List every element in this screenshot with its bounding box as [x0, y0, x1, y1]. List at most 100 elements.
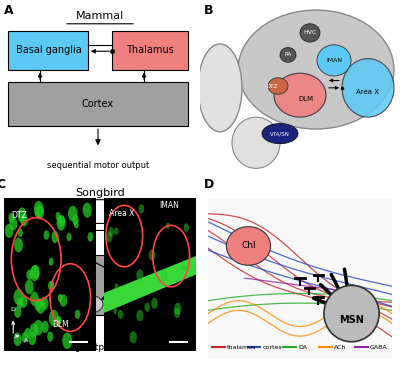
- Text: DLM: DLM: [298, 96, 314, 102]
- Circle shape: [52, 231, 59, 243]
- Circle shape: [66, 233, 72, 241]
- Ellipse shape: [342, 59, 394, 117]
- Text: lMAN: lMAN: [159, 201, 179, 210]
- Circle shape: [44, 230, 49, 240]
- Circle shape: [36, 298, 45, 314]
- Circle shape: [106, 232, 112, 243]
- Circle shape: [35, 205, 44, 219]
- Circle shape: [136, 269, 144, 281]
- Circle shape: [68, 206, 78, 222]
- Circle shape: [10, 217, 17, 231]
- Circle shape: [30, 291, 39, 306]
- Circle shape: [113, 308, 117, 314]
- Circle shape: [56, 316, 61, 324]
- Text: Area X: Area X: [356, 89, 380, 94]
- Circle shape: [48, 281, 54, 291]
- Text: VTA/SN: VTA/SN: [270, 131, 290, 136]
- Text: GABA: GABA: [370, 345, 388, 350]
- Text: A: A: [24, 338, 28, 343]
- Circle shape: [34, 320, 43, 336]
- Circle shape: [174, 308, 180, 318]
- Circle shape: [20, 214, 28, 227]
- Text: Basal ganglia: Basal ganglia: [16, 45, 82, 55]
- Text: lMAN: lMAN: [326, 58, 342, 63]
- Circle shape: [50, 281, 54, 288]
- Text: Thalamus: Thalamus: [126, 45, 174, 55]
- Ellipse shape: [280, 48, 296, 62]
- Text: Mammal: Mammal: [76, 11, 124, 21]
- Circle shape: [31, 265, 40, 279]
- Circle shape: [56, 216, 66, 231]
- Text: thalamus: thalamus: [226, 345, 256, 350]
- Circle shape: [144, 302, 150, 312]
- FancyBboxPatch shape: [8, 31, 88, 70]
- Text: D: D: [204, 178, 214, 191]
- Text: DTZ: DTZ: [266, 83, 278, 89]
- Circle shape: [226, 227, 270, 265]
- Circle shape: [130, 331, 137, 343]
- Ellipse shape: [238, 10, 394, 129]
- FancyBboxPatch shape: [112, 31, 188, 70]
- Circle shape: [58, 294, 63, 302]
- Circle shape: [28, 332, 36, 345]
- Text: DLM: DLM: [52, 320, 68, 329]
- Text: C: C: [0, 179, 6, 191]
- Circle shape: [83, 202, 92, 218]
- Ellipse shape: [274, 73, 326, 117]
- FancyBboxPatch shape: [6, 206, 86, 244]
- Circle shape: [24, 328, 31, 338]
- Circle shape: [18, 208, 26, 223]
- Text: ACh: ACh: [334, 345, 346, 350]
- Circle shape: [22, 332, 28, 343]
- Circle shape: [114, 283, 118, 290]
- Circle shape: [30, 323, 38, 337]
- Circle shape: [47, 332, 53, 342]
- Ellipse shape: [114, 272, 158, 295]
- Circle shape: [56, 212, 61, 220]
- Circle shape: [118, 310, 123, 319]
- Circle shape: [88, 232, 93, 242]
- Circle shape: [34, 298, 42, 311]
- Circle shape: [17, 298, 24, 309]
- Circle shape: [26, 270, 32, 280]
- Circle shape: [41, 321, 49, 333]
- Text: DLM: DLM: [137, 221, 157, 229]
- Circle shape: [114, 227, 118, 235]
- Circle shape: [14, 238, 23, 252]
- Ellipse shape: [198, 44, 242, 132]
- Circle shape: [14, 289, 24, 305]
- FancyBboxPatch shape: [8, 82, 188, 126]
- Circle shape: [58, 215, 65, 227]
- Text: Area X: Area X: [20, 221, 50, 229]
- Text: B: B: [204, 4, 214, 17]
- Circle shape: [184, 265, 188, 272]
- Circle shape: [18, 228, 23, 237]
- Ellipse shape: [11, 211, 59, 239]
- Circle shape: [75, 310, 80, 319]
- Text: DTZ: DTZ: [11, 210, 27, 220]
- Circle shape: [8, 213, 14, 223]
- Circle shape: [74, 221, 79, 228]
- Text: sequential motor output: sequential motor output: [47, 161, 149, 170]
- Ellipse shape: [300, 24, 320, 42]
- Circle shape: [62, 332, 72, 349]
- Circle shape: [56, 318, 61, 326]
- Text: song output: song output: [59, 343, 113, 352]
- Text: RA: RA: [80, 300, 92, 309]
- Text: DA: DA: [298, 345, 307, 350]
- Circle shape: [40, 297, 48, 310]
- Circle shape: [14, 333, 22, 346]
- Text: D: D: [10, 307, 15, 313]
- Circle shape: [149, 250, 155, 261]
- Text: MSN: MSN: [339, 315, 364, 325]
- Circle shape: [138, 204, 144, 214]
- Circle shape: [49, 258, 54, 266]
- FancyBboxPatch shape: [6, 255, 186, 315]
- Ellipse shape: [317, 45, 351, 76]
- Circle shape: [5, 224, 13, 238]
- Text: HVC: HVC: [34, 279, 54, 288]
- Polygon shape: [104, 256, 196, 313]
- Text: Area X: Area X: [109, 209, 134, 218]
- Circle shape: [60, 294, 67, 307]
- Text: cortex: cortex: [262, 345, 282, 350]
